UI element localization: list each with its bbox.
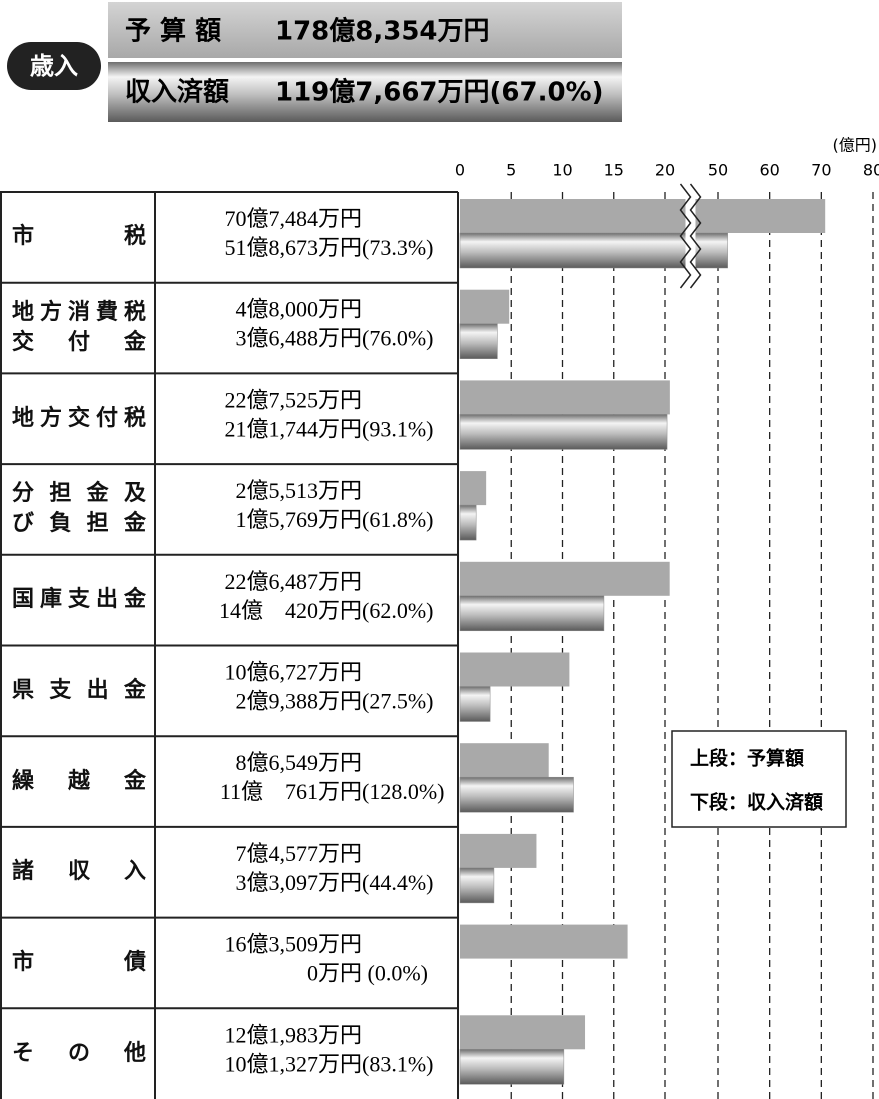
rate-label: (62.0%) (362, 598, 433, 623)
header-band (108, 2, 622, 58)
category-line: 地方交付税 (12, 405, 146, 431)
category: 市税 (12, 192, 146, 283)
category-line: 分担金及 (12, 481, 146, 507)
budget-label: 8億6,549万円 (235, 750, 362, 775)
category-line: 市債 (12, 949, 146, 975)
actual-bar (459, 776, 574, 813)
actual-label: 11億 761万円 (220, 779, 362, 804)
x-tick-label: 15 (604, 161, 624, 180)
actual-bar (459, 1049, 565, 1085)
budget-bar (460, 380, 670, 415)
header-label: 予 算 額 (125, 16, 221, 47)
actual-bar (459, 867, 495, 904)
rate-label: (27.5%) (362, 689, 433, 714)
budget-bar (460, 561, 670, 596)
category-line: 県支出金 (12, 677, 146, 703)
legend-box (671, 730, 847, 828)
category-line: 市税 (12, 224, 146, 250)
rate-label: (44.4%) (362, 870, 433, 895)
rate-label: (128.0%) (362, 779, 444, 804)
actual-label: 21億1,744万円 (224, 416, 362, 441)
actual-label: 14億 420万円 (219, 598, 362, 623)
actual-bar (459, 414, 668, 450)
category: 国庫支出金 (12, 555, 146, 646)
budget-label: 16億3,509万円 (224, 932, 362, 957)
rate-label: (0.0%) (362, 961, 428, 986)
category-line: 交付金 (12, 330, 146, 356)
x-tick-label: 5 (506, 161, 516, 180)
budget-bar (460, 471, 487, 506)
rate-label: (83.1%) (362, 1051, 433, 1076)
budget-label: 12億1,983万円 (224, 1022, 362, 1047)
category: 地方消費税 交付金 (12, 283, 146, 374)
category-line: 繰越金 (12, 768, 146, 794)
actual-bar (459, 504, 477, 541)
budget-bar (460, 924, 628, 959)
category: 分担金及 び負担金 (12, 464, 146, 555)
badge-text: 歳入 (30, 52, 78, 80)
x-tick-label: 0 (455, 161, 465, 180)
actual-bar (459, 323, 498, 359)
x-tick-label: 20 (655, 161, 675, 180)
x-tick-label: 80 (863, 161, 879, 180)
header-label: 収入済額 (125, 77, 229, 108)
x-tick-label: 10 (552, 161, 572, 180)
rate-label: (61.8%) (362, 507, 433, 532)
budget-bar (460, 199, 826, 233)
actual-label: 0万円 (307, 961, 362, 986)
rate-label: (93.1%) (362, 416, 433, 441)
category: 市債 (12, 918, 146, 1009)
header-band (108, 62, 622, 122)
header-amount: 178億8,354万円 (275, 17, 490, 47)
budget-label: 4億8,000万円 (235, 297, 362, 322)
category: その他 (12, 1008, 146, 1099)
category: 地方交付税 (12, 373, 146, 464)
actual-label: 3億6,488万円 (235, 326, 362, 351)
rate-label: (76.0%) (362, 326, 433, 351)
budget-label: 70億7,484万円 (224, 206, 362, 231)
actual-label: 51億8,673万円 (224, 235, 362, 260)
category-line: 諸収入 (12, 859, 146, 885)
unit-label: (億円) (833, 136, 878, 155)
badge (7, 42, 101, 90)
budget-label: 7億4,577万円 (235, 841, 362, 866)
actual-label: 2億9,388万円 (235, 689, 362, 714)
legend-entry: 下段：収入済額 (690, 791, 823, 814)
category: 諸収入 (12, 827, 146, 918)
budget-bar (460, 743, 549, 778)
x-tick-label: 70 (811, 161, 831, 180)
x-tick-label: 50 (708, 161, 728, 180)
budget-label: 2億5,513万円 (235, 478, 362, 503)
actual-bar (459, 686, 491, 722)
actual-label: 1億5,769万円 (235, 507, 362, 532)
category: 繰越金 (12, 736, 146, 827)
rate-label: (73.3%) (362, 235, 433, 260)
header-amount: 119億7,667万円(67.0%) (275, 78, 603, 108)
budget-bar (460, 289, 510, 324)
budget-label: 10億6,727万円 (224, 660, 362, 685)
actual-bar (459, 595, 605, 632)
category-line: び負担金 (12, 511, 146, 537)
budget-bar (460, 652, 570, 687)
category-line: 国庫支出金 (12, 587, 146, 613)
legend-entry: 上段：予算額 (690, 747, 804, 770)
actual-label: 10億1,327万円 (224, 1051, 362, 1076)
budget-label: 22億7,525万円 (224, 387, 362, 412)
axis-break (679, 183, 692, 289)
axis-break (689, 183, 702, 289)
category-line: その他 (12, 1040, 146, 1066)
budget-bar (460, 833, 537, 868)
budget-bar (460, 1015, 586, 1050)
category-line: 地方消費税 (12, 300, 146, 326)
x-tick-label: 60 (759, 161, 779, 180)
budget-label: 22億6,487万円 (224, 569, 362, 594)
category: 県支出金 (12, 646, 146, 737)
actual-label: 3億3,097万円 (235, 870, 362, 895)
